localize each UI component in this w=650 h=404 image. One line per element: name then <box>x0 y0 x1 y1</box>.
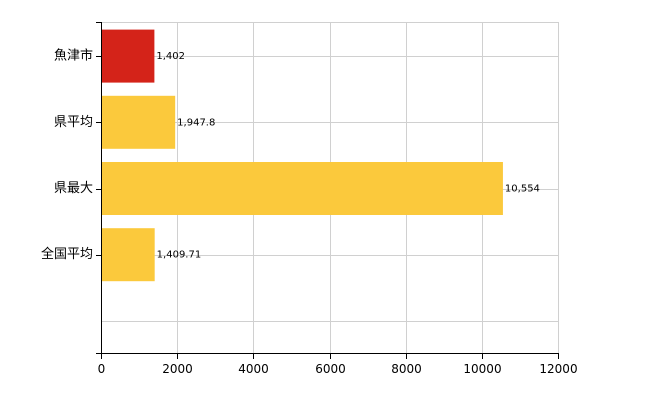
data-label: 10,554 <box>505 184 540 195</box>
bar-2 <box>101 162 503 215</box>
x-tick-label: 6000 <box>315 362 346 376</box>
x-tick-label: 4000 <box>238 362 269 376</box>
bar-0 <box>101 29 155 83</box>
category-label: 魚津市 <box>54 48 93 64</box>
labels: 魚津市 1,402 県平均 1,947.8 県最大 10,554 全国平均 1,409.71 0… <box>41 48 578 376</box>
x-tick-label: 10000 <box>463 362 501 376</box>
axes <box>96 22 559 359</box>
data-label: 1,947.8 <box>177 117 215 128</box>
x-tick-label: 2000 <box>162 362 193 376</box>
data-label: 1,402 <box>156 51 185 62</box>
data-label: 1,409.71 <box>157 250 202 261</box>
x-tick-label: 0 <box>98 362 106 376</box>
x-tick-label: 12000 <box>539 362 577 376</box>
bars <box>101 29 503 282</box>
category-label: 県平均 <box>54 115 93 130</box>
category-label: 全国平均 <box>41 246 93 262</box>
bar-1 <box>101 95 176 149</box>
x-tick-label: 8000 <box>391 362 422 376</box>
category-label: 県最大 <box>54 181 93 196</box>
bar-3 <box>101 228 155 282</box>
